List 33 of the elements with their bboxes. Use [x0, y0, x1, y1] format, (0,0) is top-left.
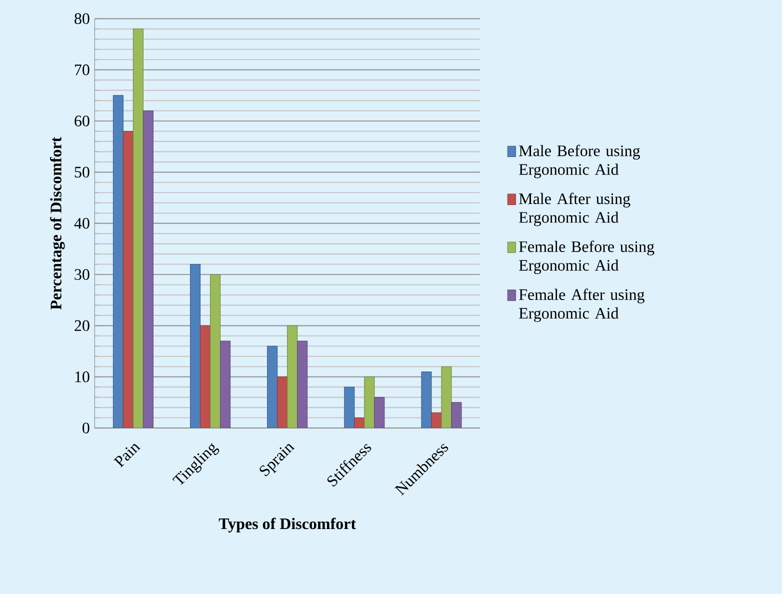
bar: [220, 340, 231, 428]
bar: [132, 28, 144, 428]
bar: [200, 325, 211, 428]
legend-label: Female After using Ergonomic Aid: [519, 288, 644, 322]
bar: [421, 371, 432, 428]
bar: [297, 340, 308, 428]
bar: [374, 397, 385, 428]
bar: [210, 274, 221, 428]
y-tick-label: 50: [74, 166, 90, 178]
bar: [142, 110, 154, 428]
y-tick-label: 70: [75, 64, 90, 76]
y-tick-label: 60: [74, 116, 90, 126]
bar: [267, 346, 278, 428]
bar: [287, 325, 298, 428]
bar: [190, 264, 201, 428]
x-tick-label: Pain: [114, 444, 141, 468]
bar: [441, 366, 452, 428]
legend-label: Male Before using Ergonomic Aid: [519, 144, 640, 178]
bar: [277, 376, 288, 428]
legend-label: Male After using Ergonomic Aid: [519, 192, 630, 226]
y-tick-label: 10: [75, 371, 90, 382]
y-tick-label: 0: [82, 422, 90, 434]
y-tick-label: 40: [74, 218, 90, 229]
y-tick-label: 80: [74, 13, 90, 24]
x-axis-title: Types of Discomfort: [218, 518, 356, 532]
legend-label: Female Before using Ergonomic Aid: [519, 240, 654, 274]
y-tick-label: 30: [74, 269, 90, 280]
bar: [364, 376, 375, 428]
bar: [122, 130, 134, 428]
y-tick-label: 20: [74, 320, 90, 332]
bar: [344, 386, 355, 428]
y-axis-title: Percentage of Discomfort: [50, 136, 65, 310]
bar: [112, 95, 124, 428]
